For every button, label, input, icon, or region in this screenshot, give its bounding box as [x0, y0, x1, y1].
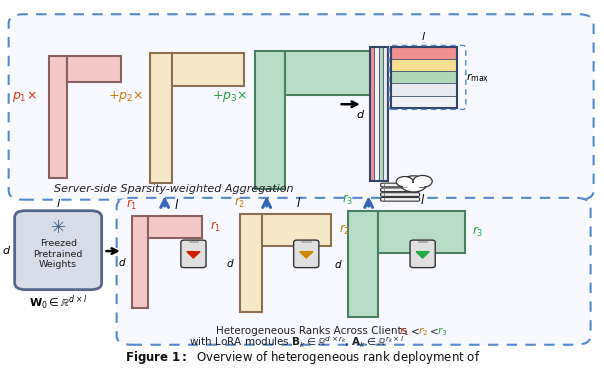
- Text: $d$: $d$: [118, 256, 127, 268]
- Text: $r_3$: $r_3$: [342, 193, 353, 207]
- Text: Freezed
Pretrained
Weights: Freezed Pretrained Weights: [33, 239, 83, 269]
- Text: $r_{\rm max}$: $r_{\rm max}$: [466, 71, 489, 84]
- Bar: [348, 211, 378, 317]
- Text: $r_2$: $r_2$: [234, 196, 245, 211]
- FancyBboxPatch shape: [181, 240, 206, 268]
- Bar: [370, 47, 388, 181]
- Bar: [391, 84, 457, 95]
- Text: $<$: $<$: [408, 326, 419, 336]
- FancyBboxPatch shape: [8, 14, 594, 200]
- Text: $r_2$: $r_2$: [418, 325, 428, 337]
- Bar: [240, 214, 263, 312]
- Bar: [301, 241, 311, 242]
- Text: $d$: $d$: [335, 258, 343, 270]
- Text: $d$: $d$: [356, 108, 365, 120]
- Bar: [391, 59, 457, 71]
- Text: $d$: $d$: [226, 257, 235, 269]
- FancyBboxPatch shape: [294, 240, 319, 268]
- Bar: [384, 47, 388, 181]
- Bar: [284, 51, 381, 95]
- Bar: [379, 47, 384, 181]
- Bar: [50, 57, 68, 178]
- Text: Server-side Sparsity-weighted Aggregation: Server-side Sparsity-weighted Aggregatio…: [54, 184, 294, 194]
- Bar: [68, 57, 121, 82]
- Text: $+p_3\!\times$: $+p_3\!\times$: [211, 90, 247, 104]
- Text: $r_1$: $r_1$: [126, 198, 137, 212]
- Text: $r_3$: $r_3$: [472, 225, 483, 239]
- Bar: [150, 53, 173, 183]
- FancyBboxPatch shape: [117, 198, 591, 345]
- Bar: [391, 71, 457, 84]
- Bar: [391, 95, 457, 108]
- FancyBboxPatch shape: [381, 193, 420, 196]
- Bar: [374, 47, 379, 181]
- Text: $l$: $l$: [56, 196, 60, 209]
- Text: with LoRA modules $\mathbf{B}_k \in \mathbb{R}^{d\times r_k}$, $\mathbf{A}_k \in: with LoRA modules $\mathbf{B}_k \in \mat…: [189, 334, 404, 350]
- Text: $r_1$: $r_1$: [210, 220, 221, 234]
- FancyBboxPatch shape: [381, 198, 420, 201]
- Bar: [173, 53, 245, 86]
- Bar: [391, 47, 457, 108]
- Bar: [403, 183, 425, 187]
- Text: $d$: $d$: [2, 244, 11, 256]
- Text: $r_1$: $r_1$: [399, 325, 409, 337]
- Text: $r_2$: $r_2$: [339, 223, 350, 237]
- Text: $\mathbf{W}_0 \in \mathbb{R}^{d\times l}$: $\mathbf{W}_0 \in \mathbb{R}^{d\times l}…: [29, 293, 88, 312]
- Polygon shape: [187, 252, 200, 258]
- Text: $p_1\!\times$: $p_1\!\times$: [11, 90, 37, 104]
- Bar: [255, 51, 284, 189]
- Circle shape: [396, 176, 413, 187]
- Text: $\mathbf{Figure\ 1:}$  Overview of heterogeneous rank deployment of: $\mathbf{Figure\ 1:}$ Overview of hetero…: [125, 349, 480, 366]
- FancyBboxPatch shape: [14, 211, 101, 290]
- Circle shape: [413, 175, 432, 187]
- Text: Heterogeneous Ranks Across Clients: Heterogeneous Ranks Across Clients: [216, 326, 410, 336]
- Bar: [132, 216, 149, 308]
- Circle shape: [400, 176, 427, 192]
- Polygon shape: [300, 252, 313, 258]
- Text: $r_3$: $r_3$: [437, 325, 448, 337]
- Bar: [263, 214, 332, 246]
- Bar: [149, 216, 202, 238]
- FancyBboxPatch shape: [381, 188, 420, 192]
- Polygon shape: [416, 252, 429, 258]
- Bar: [188, 241, 198, 242]
- Text: $l$: $l$: [420, 193, 425, 207]
- Bar: [391, 47, 457, 59]
- Text: $<$: $<$: [427, 326, 439, 336]
- Text: $l$: $l$: [422, 30, 426, 42]
- FancyBboxPatch shape: [381, 183, 420, 187]
- Text: $l$: $l$: [174, 198, 179, 212]
- Text: $l$: $l$: [295, 196, 301, 211]
- FancyBboxPatch shape: [410, 240, 435, 268]
- Bar: [418, 241, 428, 242]
- Text: ✳: ✳: [51, 219, 66, 237]
- Bar: [370, 47, 374, 181]
- Bar: [378, 211, 464, 253]
- Text: $+p_2\!\times$: $+p_2\!\times$: [108, 90, 143, 104]
